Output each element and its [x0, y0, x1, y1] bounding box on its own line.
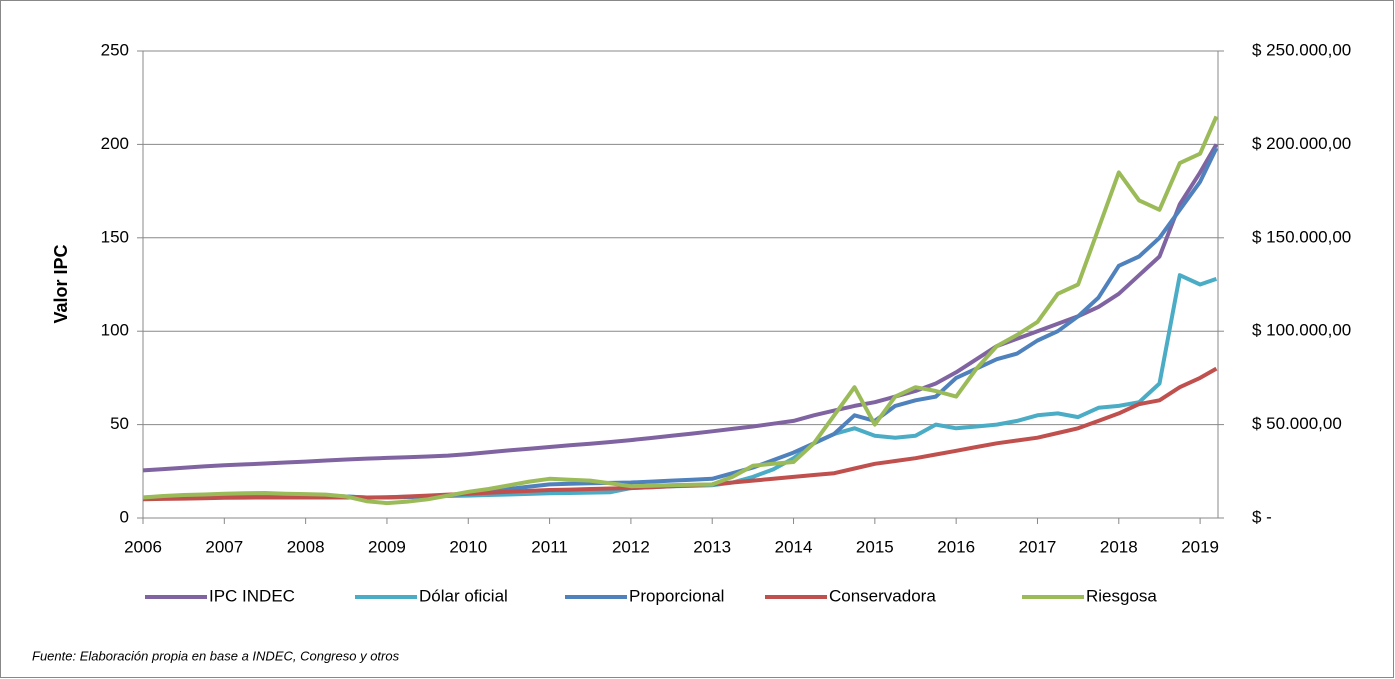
y-tick-label: 100 [101, 321, 129, 340]
y-tick-label: 200 [101, 134, 129, 153]
y-tick-label: 50 [110, 414, 129, 433]
x-tick-label: 2014 [775, 537, 813, 556]
y2-tick-label: $ 200.000,00 [1252, 134, 1351, 153]
x-tick-label: 2006 [124, 537, 162, 556]
x-tick-label: 2017 [1019, 537, 1057, 556]
y-tick-label: 250 [101, 40, 129, 59]
x-tick-label: 2019 [1181, 537, 1219, 556]
source-note: Fuente: Elaboración propia en base a IND… [32, 648, 400, 663]
y2-tick-label: $ 250.000,00 [1252, 40, 1351, 59]
legend-label: Dólar oficial [419, 586, 508, 605]
y2-tick-label: $ 50.000,00 [1252, 414, 1342, 433]
x-tick-label: 2016 [937, 537, 975, 556]
x-tick-label: 2015 [856, 537, 894, 556]
x-tick-label: 2010 [449, 537, 487, 556]
legend-label: Proporcional [629, 586, 724, 605]
y2-tick-label: $ - [1252, 507, 1272, 526]
legend-label: Riesgosa [1086, 586, 1157, 605]
series-line [142, 143, 1219, 473]
x-tick-label: 2008 [287, 537, 325, 556]
x-tick-label: 2013 [693, 537, 731, 556]
y-axis-label: Valor IPC [51, 244, 71, 323]
y-tick-label: 0 [120, 507, 129, 526]
x-tick-label: 2011 [531, 537, 568, 556]
legend-label: IPC INDEC [209, 586, 295, 605]
y-tick-label: 150 [101, 227, 129, 246]
x-tick-label: 2018 [1100, 537, 1138, 556]
x-tick-label: 2012 [612, 537, 650, 556]
x-tick-label: 2009 [368, 537, 406, 556]
legend-label: Conservadora [829, 586, 936, 605]
y2-tick-label: $ 100.000,00 [1252, 321, 1351, 340]
y2-tick-label: $ 150.000,00 [1252, 227, 1351, 246]
x-tick-label: 2007 [205, 537, 243, 556]
series-line [142, 115, 1219, 506]
